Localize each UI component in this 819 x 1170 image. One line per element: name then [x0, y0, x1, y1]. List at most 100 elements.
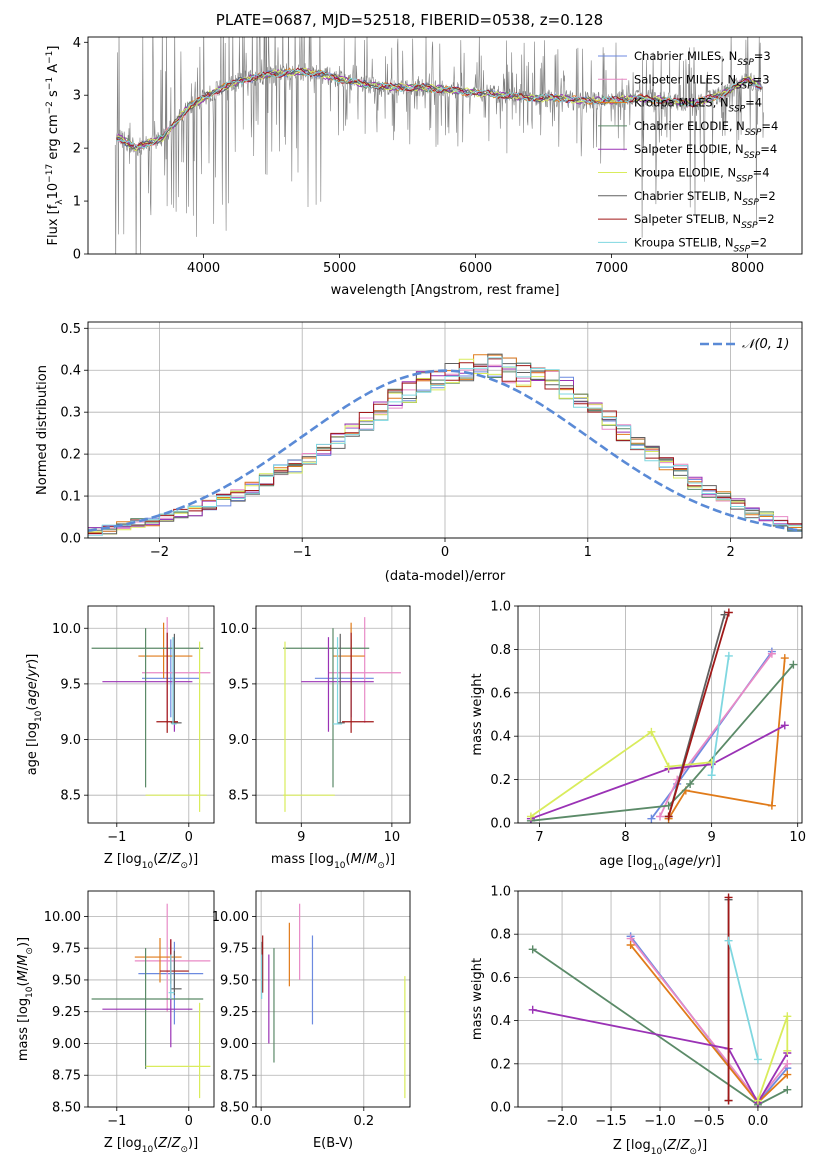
label-part: Kroupa MILES, N	[634, 96, 729, 110]
legend-entry: Chabrier ELODIE, NSSP=4	[634, 119, 778, 138]
label-part: =2	[758, 212, 775, 226]
label-part: ⊙	[689, 1147, 697, 1157]
x-tick-label: −2.0	[546, 1114, 578, 1129]
y-tick-label: 9.00	[52, 1037, 81, 1052]
y-tick-label: 10.00	[212, 910, 249, 925]
y-axis-label: mass weight	[470, 958, 485, 1040]
series-salpeter-stelib	[724, 893, 733, 1105]
y-tick-label: 0.4	[490, 730, 511, 745]
errorbar-chabrier-stelib	[170, 950, 182, 996]
figure-title: PLATE=0687, MJD=52518, FIBERID=0538, z=0…	[215, 11, 604, 29]
legend-entry: 𝒩(0, 1)	[742, 337, 789, 352]
plus-marker	[724, 651, 733, 660]
y-tick-label: 8.75	[220, 1069, 249, 1084]
label-part: /	[362, 852, 367, 867]
y-tick-label: 9.0	[228, 733, 249, 748]
plus-marker	[783, 1046, 792, 1055]
series-line	[710, 655, 730, 776]
label-part: ⊙	[25, 947, 35, 955]
label-part: =3	[753, 72, 770, 86]
label-part: ⊙	[180, 1145, 188, 1155]
y-tick-label: 2	[73, 142, 81, 157]
x-tick-label: 9	[297, 830, 305, 845]
y-tick-label: 0.2	[490, 1057, 511, 1072]
label-part: /	[16, 965, 31, 970]
label-part: SSP	[734, 244, 751, 254]
label-part: Kroupa ELODIE, N	[634, 166, 736, 180]
errorbar-kroupa-elodie	[145, 1002, 211, 1099]
errorbar-salpeter-elodie	[102, 637, 193, 732]
label-part: 10	[142, 861, 154, 871]
plus-marker	[783, 1059, 792, 1068]
y-tick-label: 0.2	[490, 773, 511, 788]
errorbar-chabrier-elodie	[283, 628, 370, 788]
label-part: −1	[45, 51, 55, 64]
errorbar-salpeter-stelib	[156, 632, 178, 733]
series-line	[667, 658, 786, 820]
residuals-frame	[87, 321, 803, 539]
label-part: (	[664, 854, 669, 869]
x-axis-label: age [log10(age/yr)]	[599, 854, 721, 873]
label-part: /	[167, 852, 172, 867]
label-part: 10	[652, 863, 664, 873]
x-tick-label: 0	[185, 1114, 193, 1129]
label-part: (	[662, 1138, 667, 1153]
y-tick-label: 10.0	[220, 622, 249, 637]
label-part: Z	[157, 1136, 168, 1151]
plus-marker	[789, 660, 798, 669]
y-tick-label: 0.1	[60, 490, 81, 505]
model-spectrum-line	[116, 67, 762, 150]
mass_vs_Z-plot-area	[91, 903, 211, 1099]
x-tick-label: 10	[789, 830, 806, 845]
y-tick-label: 1.0	[490, 885, 511, 900]
x-tick-label: −1.0	[644, 1114, 676, 1129]
label-part: )]	[188, 852, 198, 867]
label-part: Kroupa STELIB, N	[634, 235, 734, 249]
x-tick-label: 7000	[595, 261, 628, 276]
legend-entry: Salpeter MILES, NSSP=3	[634, 72, 770, 91]
x-axis-label: Z [log10(Z/Z⊙)]	[613, 1138, 707, 1157]
y-tick-label: 8.5	[60, 789, 81, 804]
series-kroupa-elodie	[753, 1012, 792, 1105]
label-part: ]	[46, 46, 61, 51]
label-part: =4	[753, 166, 770, 180]
x-axis-label: (data-model)/error	[385, 569, 506, 584]
x-axis-label: Z [log10(Z/Z⊙)]	[104, 852, 198, 871]
label-part: Flux [f	[46, 204, 61, 245]
label-part: SSP	[742, 198, 759, 208]
label-part: SSP	[744, 151, 761, 161]
histogram-salpeter-elodie	[88, 365, 802, 538]
label-part: (	[25, 706, 40, 711]
plus-marker	[707, 771, 716, 780]
label-part: ⊙	[180, 861, 188, 871]
y-tick-label: 9.00	[220, 1037, 249, 1052]
series-line	[667, 612, 730, 817]
label-part: Z	[666, 1138, 677, 1153]
y-tick-label: 0	[73, 248, 81, 263]
series-line	[530, 724, 786, 820]
mass_vs_ebv-frame	[255, 890, 411, 1108]
errorbar-salpeter-miles	[328, 617, 401, 723]
y-tick-label: 0.6	[490, 971, 511, 986]
y-tick-label: 10.00	[44, 910, 81, 925]
label-part: Z	[680, 1138, 691, 1153]
label-part: M	[16, 970, 31, 981]
y-axis-label: mass weight	[470, 673, 485, 755]
x-tick-label: 0.2	[353, 1114, 374, 1129]
plus-marker	[724, 1096, 733, 1105]
plus-marker	[720, 610, 729, 619]
y-tick-label: 9.50	[220, 973, 249, 988]
age_vs_Z-frame	[87, 605, 215, 824]
spectrum-panel: 4000 5000 6000 7000 8000 0 1 2 3 4 wavelength [Ang…	[45, 36, 803, 298]
label-part: age [log	[599, 854, 652, 869]
x-tick-label: 0.0	[251, 1114, 272, 1129]
label-part: 10	[651, 1147, 663, 1157]
data-spectrum-line	[114, 37, 764, 254]
age_vs_Z-plot-area	[91, 617, 211, 812]
series-line	[659, 653, 773, 817]
mass_vs_ebv-plot-area	[261, 903, 406, 1099]
label-part: Chabrier STELIB, N	[634, 189, 742, 203]
